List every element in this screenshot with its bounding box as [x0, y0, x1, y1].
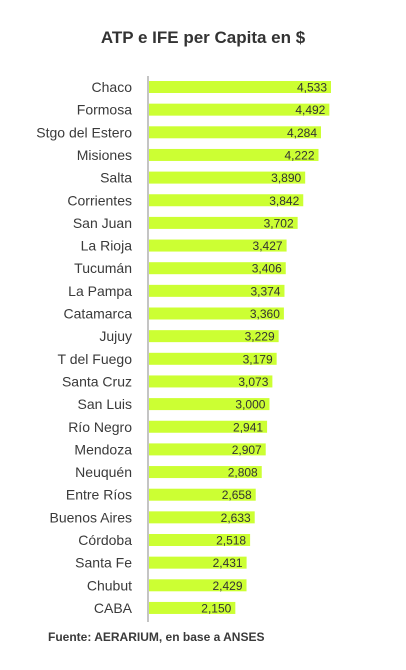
bar-19	[149, 511, 255, 524]
category-label-18: Entre Ríos	[66, 487, 132, 503]
bar-14	[149, 398, 270, 411]
chart-source-note: Fuente: AERARIUM, en base a ANSES	[48, 630, 265, 644]
bar-6	[149, 216, 298, 229]
category-label-11: Jujuy	[99, 328, 132, 344]
value-label-3: 4,222	[284, 148, 314, 162]
value-label-18: 2,658	[222, 488, 252, 502]
category-label-9: La Pampa	[68, 283, 132, 299]
category-label-19: Buenos Aires	[50, 509, 133, 525]
bars-group	[149, 81, 331, 614]
category-label-6: San Juan	[73, 215, 132, 231]
bar-13	[149, 375, 273, 388]
value-label-15: 2,941	[233, 420, 263, 434]
category-label-21: Santa Fe	[75, 555, 132, 571]
bar-22	[149, 579, 247, 592]
category-label-15: Río Negro	[68, 419, 132, 435]
bar-4	[149, 171, 306, 184]
category-label-23: CABA	[94, 600, 133, 616]
bar-2	[149, 126, 321, 139]
value-label-13: 3,073	[238, 375, 268, 389]
bar-23	[149, 601, 236, 614]
bar-3	[149, 148, 319, 161]
value-label-20: 2,518	[216, 534, 246, 548]
bar-8	[149, 262, 286, 275]
category-label-5: Corrientes	[67, 192, 132, 208]
category-label-0: Chaco	[92, 79, 133, 95]
bar-21	[149, 556, 247, 569]
bar-11	[149, 330, 279, 343]
bar-18	[149, 488, 256, 501]
bar-20	[149, 534, 251, 546]
category-label-22: Chubut	[87, 577, 132, 593]
value-label-22: 2,429	[212, 579, 242, 593]
value-label-21: 2,431	[213, 556, 243, 570]
value-label-8: 3,406	[252, 262, 282, 276]
bar-10	[149, 307, 284, 320]
value-label-23: 2,150	[201, 601, 231, 615]
category-label-20: Córdoba	[78, 532, 132, 548]
value-label-7: 3,427	[253, 239, 283, 253]
bar-16	[149, 443, 266, 456]
category-label-4: Salta	[100, 170, 132, 186]
value-labels-group: 4,533 4,492 4,284 4,222 3,890 3,842 3,702 3,427…	[201, 81, 327, 616]
value-label-5: 3,842	[269, 194, 299, 208]
bar-15	[149, 420, 268, 433]
chart-title: ATP e IFE per Capita en $	[100, 28, 306, 47]
category-label-8: Tucumán	[74, 260, 132, 276]
category-label-12: T del Fuego	[58, 351, 133, 367]
value-label-11: 3,229	[245, 330, 275, 344]
bar-1	[149, 103, 330, 116]
category-label-2: Stgo del Estero	[36, 124, 132, 140]
category-label-17: Neuquén	[75, 464, 132, 480]
value-label-12: 3,179	[243, 352, 273, 366]
value-label-16: 2,907	[232, 443, 262, 457]
category-label-10: Catamarca	[64, 306, 133, 322]
value-label-14: 3,000	[235, 398, 265, 412]
bar-17	[149, 466, 262, 479]
category-label-16: Mendoza	[74, 441, 132, 457]
value-label-9: 3,374	[250, 284, 280, 298]
value-label-19: 2,633	[221, 511, 251, 525]
category-label-13: Santa Cruz	[62, 373, 132, 389]
value-label-17: 2,808	[228, 466, 258, 480]
value-label-2: 4,284	[287, 126, 317, 140]
bar-7	[149, 239, 287, 252]
category-label-14: San Luis	[78, 396, 132, 412]
category-label-7: La Rioja	[81, 238, 133, 254]
value-label-1: 4,492	[295, 103, 325, 117]
bar-9	[149, 284, 285, 297]
bar-0	[149, 81, 331, 93]
category-label-3: Misiones	[77, 147, 132, 163]
value-label-4: 3,890	[271, 171, 301, 185]
category-labels-group: Chaco Formosa Stgo del Estero Misiones Salta…	[36, 79, 132, 616]
bar-5	[149, 194, 304, 207]
value-label-10: 3,360	[250, 307, 280, 321]
category-label-1: Formosa	[77, 102, 132, 118]
value-label-0: 4,533	[297, 81, 327, 95]
value-label-6: 3,702	[264, 216, 294, 230]
bar-12	[149, 352, 277, 365]
